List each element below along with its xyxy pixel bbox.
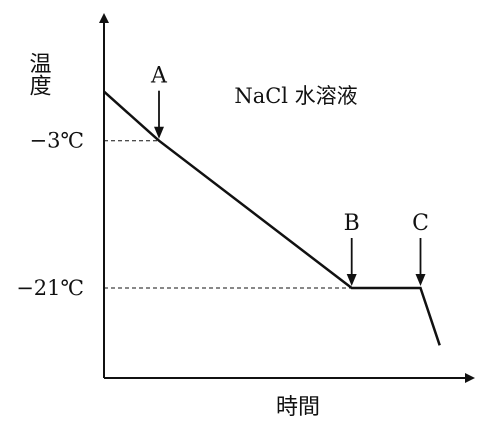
y-tick-label: −3℃ — [30, 129, 84, 153]
point-marker-c: C — [412, 211, 429, 286]
point-markers: A B C — [150, 64, 429, 286]
arrow-head — [415, 274, 426, 286]
cooling-curve — [103, 90, 441, 346]
y-tick-label: −21℃ — [16, 276, 84, 300]
y-axis-label: 温度 — [26, 52, 52, 96]
point-label: A — [150, 64, 168, 89]
solution-annotation: NaCl 水溶液 — [234, 84, 357, 108]
arrow-head — [154, 126, 164, 139]
point-marker-a: A — [150, 64, 168, 139]
point-label: B — [344, 211, 360, 236]
reference-lines — [104, 140, 352, 289]
arrow-head — [346, 274, 357, 286]
point-label: C — [412, 211, 429, 236]
point-marker-b: B — [344, 211, 360, 286]
y-tick-labels: −3℃ −21℃ — [16, 129, 84, 300]
x-axis-label: 時間 — [276, 395, 320, 420]
